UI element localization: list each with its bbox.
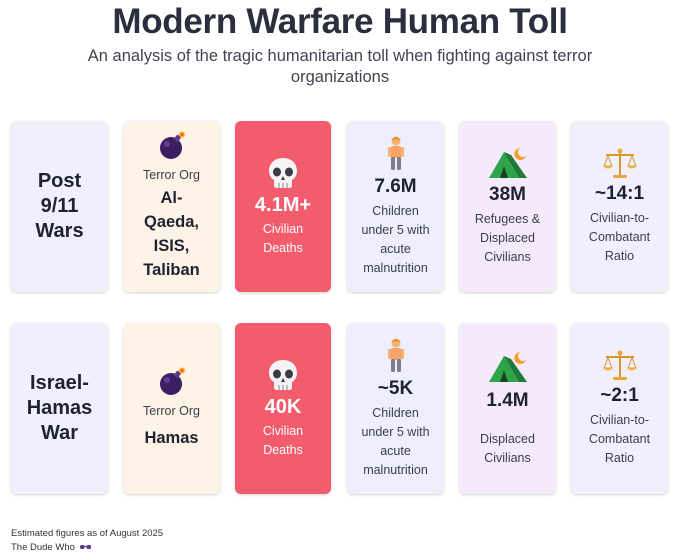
tent-icon [488, 148, 527, 178]
civilian-deaths-card: 40K Civilian Deaths [235, 323, 331, 494]
page-subtitle: An analysis of the tragic humanitarian t… [87, 47, 593, 86]
civilian-deaths-value: 4.1M+ [254, 193, 312, 216]
scales-icon [602, 148, 637, 178]
conflict-card: Israel-Hamas War [11, 323, 108, 494]
child-malnutrition-label: Children under 5 with acute malnutrition [361, 405, 430, 477]
casualty-ratio-label: Civilian-to-Combatant Ratio [588, 211, 651, 263]
terror-org-name: Al-Qaeda, ISIS, Taliban [143, 189, 200, 279]
civilian-deaths-card: 4.1M+ Civilian Deaths [235, 121, 331, 292]
child-icon [387, 136, 404, 170]
conflict-card: Post 9/11 Wars [11, 121, 108, 292]
displaced-label: Refugees & Displaced Civilians [474, 212, 541, 264]
casualty-ratio-card: ~2:1 Civilian-to-Combatant Ratio [571, 323, 668, 494]
child-malnutrition-card: 7.6M Children under 5 with acute malnutr… [347, 121, 444, 292]
credit-text: The Dude Who [11, 542, 75, 553]
sunglasses-icon [79, 544, 91, 549]
page-title: Modern Warfare Human Toll [112, 2, 568, 41]
casualty-ratio-label: Civilian-to-Combatant Ratio [588, 413, 651, 465]
child-malnutrition-value: 7.6M [374, 175, 417, 197]
casualty-ratio-value: ~2:1 [600, 385, 639, 406]
civilian-deaths-value: 40K [264, 395, 302, 418]
terror-org-label: Terror Org [143, 168, 200, 182]
civilian-deaths-label: Civilian Deaths [262, 423, 304, 457]
conflict-name: Israel-Hamas War [26, 372, 93, 444]
casualty-ratio-value: ~14:1 [594, 183, 645, 204]
conflict-row: Post 9/11 Wars Terror Org Al-Qaeda, ISIS… [11, 121, 671, 292]
conflict-name: Post 9/11 Wars [35, 170, 84, 242]
skull-icon [269, 157, 297, 188]
child-icon [387, 338, 404, 372]
civilian-deaths-label: Civilian Deaths [262, 221, 304, 255]
conflict-row: Israel-Hamas War Terror Org Hamas 40K Ci… [11, 323, 671, 494]
child-malnutrition-label: Children under 5 with acute malnutrition [361, 203, 430, 275]
terror-org-name: Hamas [144, 429, 199, 447]
displaced-value: 1.4M [486, 389, 529, 411]
credit: The Dude Who [11, 542, 91, 553]
terror-org-label: Terror Org [143, 404, 200, 418]
bomb-icon [159, 367, 185, 395]
displaced-label: Displaced Civilians [480, 431, 535, 465]
scales-icon [602, 350, 637, 380]
displaced-card: 1.4M Displaced Civilians [459, 323, 556, 494]
displaced-card: 38M Refugees & Displaced Civilians [459, 121, 556, 292]
footnote: Estimated figures as of August 2025 [11, 528, 164, 539]
terror-org-card: Terror Org Hamas [123, 323, 220, 494]
bomb-icon [159, 131, 185, 159]
casualty-ratio-card: ~14:1 Civilian-to-Combatant Ratio [571, 121, 668, 292]
child-malnutrition-value: ~5K [377, 377, 414, 399]
displaced-value: 38M [489, 184, 526, 205]
child-malnutrition-card: ~5K Children under 5 with acute malnutri… [347, 323, 444, 494]
tent-icon [488, 351, 527, 382]
skull-icon [269, 359, 297, 390]
terror-org-card: Terror Org Al-Qaeda, ISIS, Taliban [123, 121, 220, 292]
